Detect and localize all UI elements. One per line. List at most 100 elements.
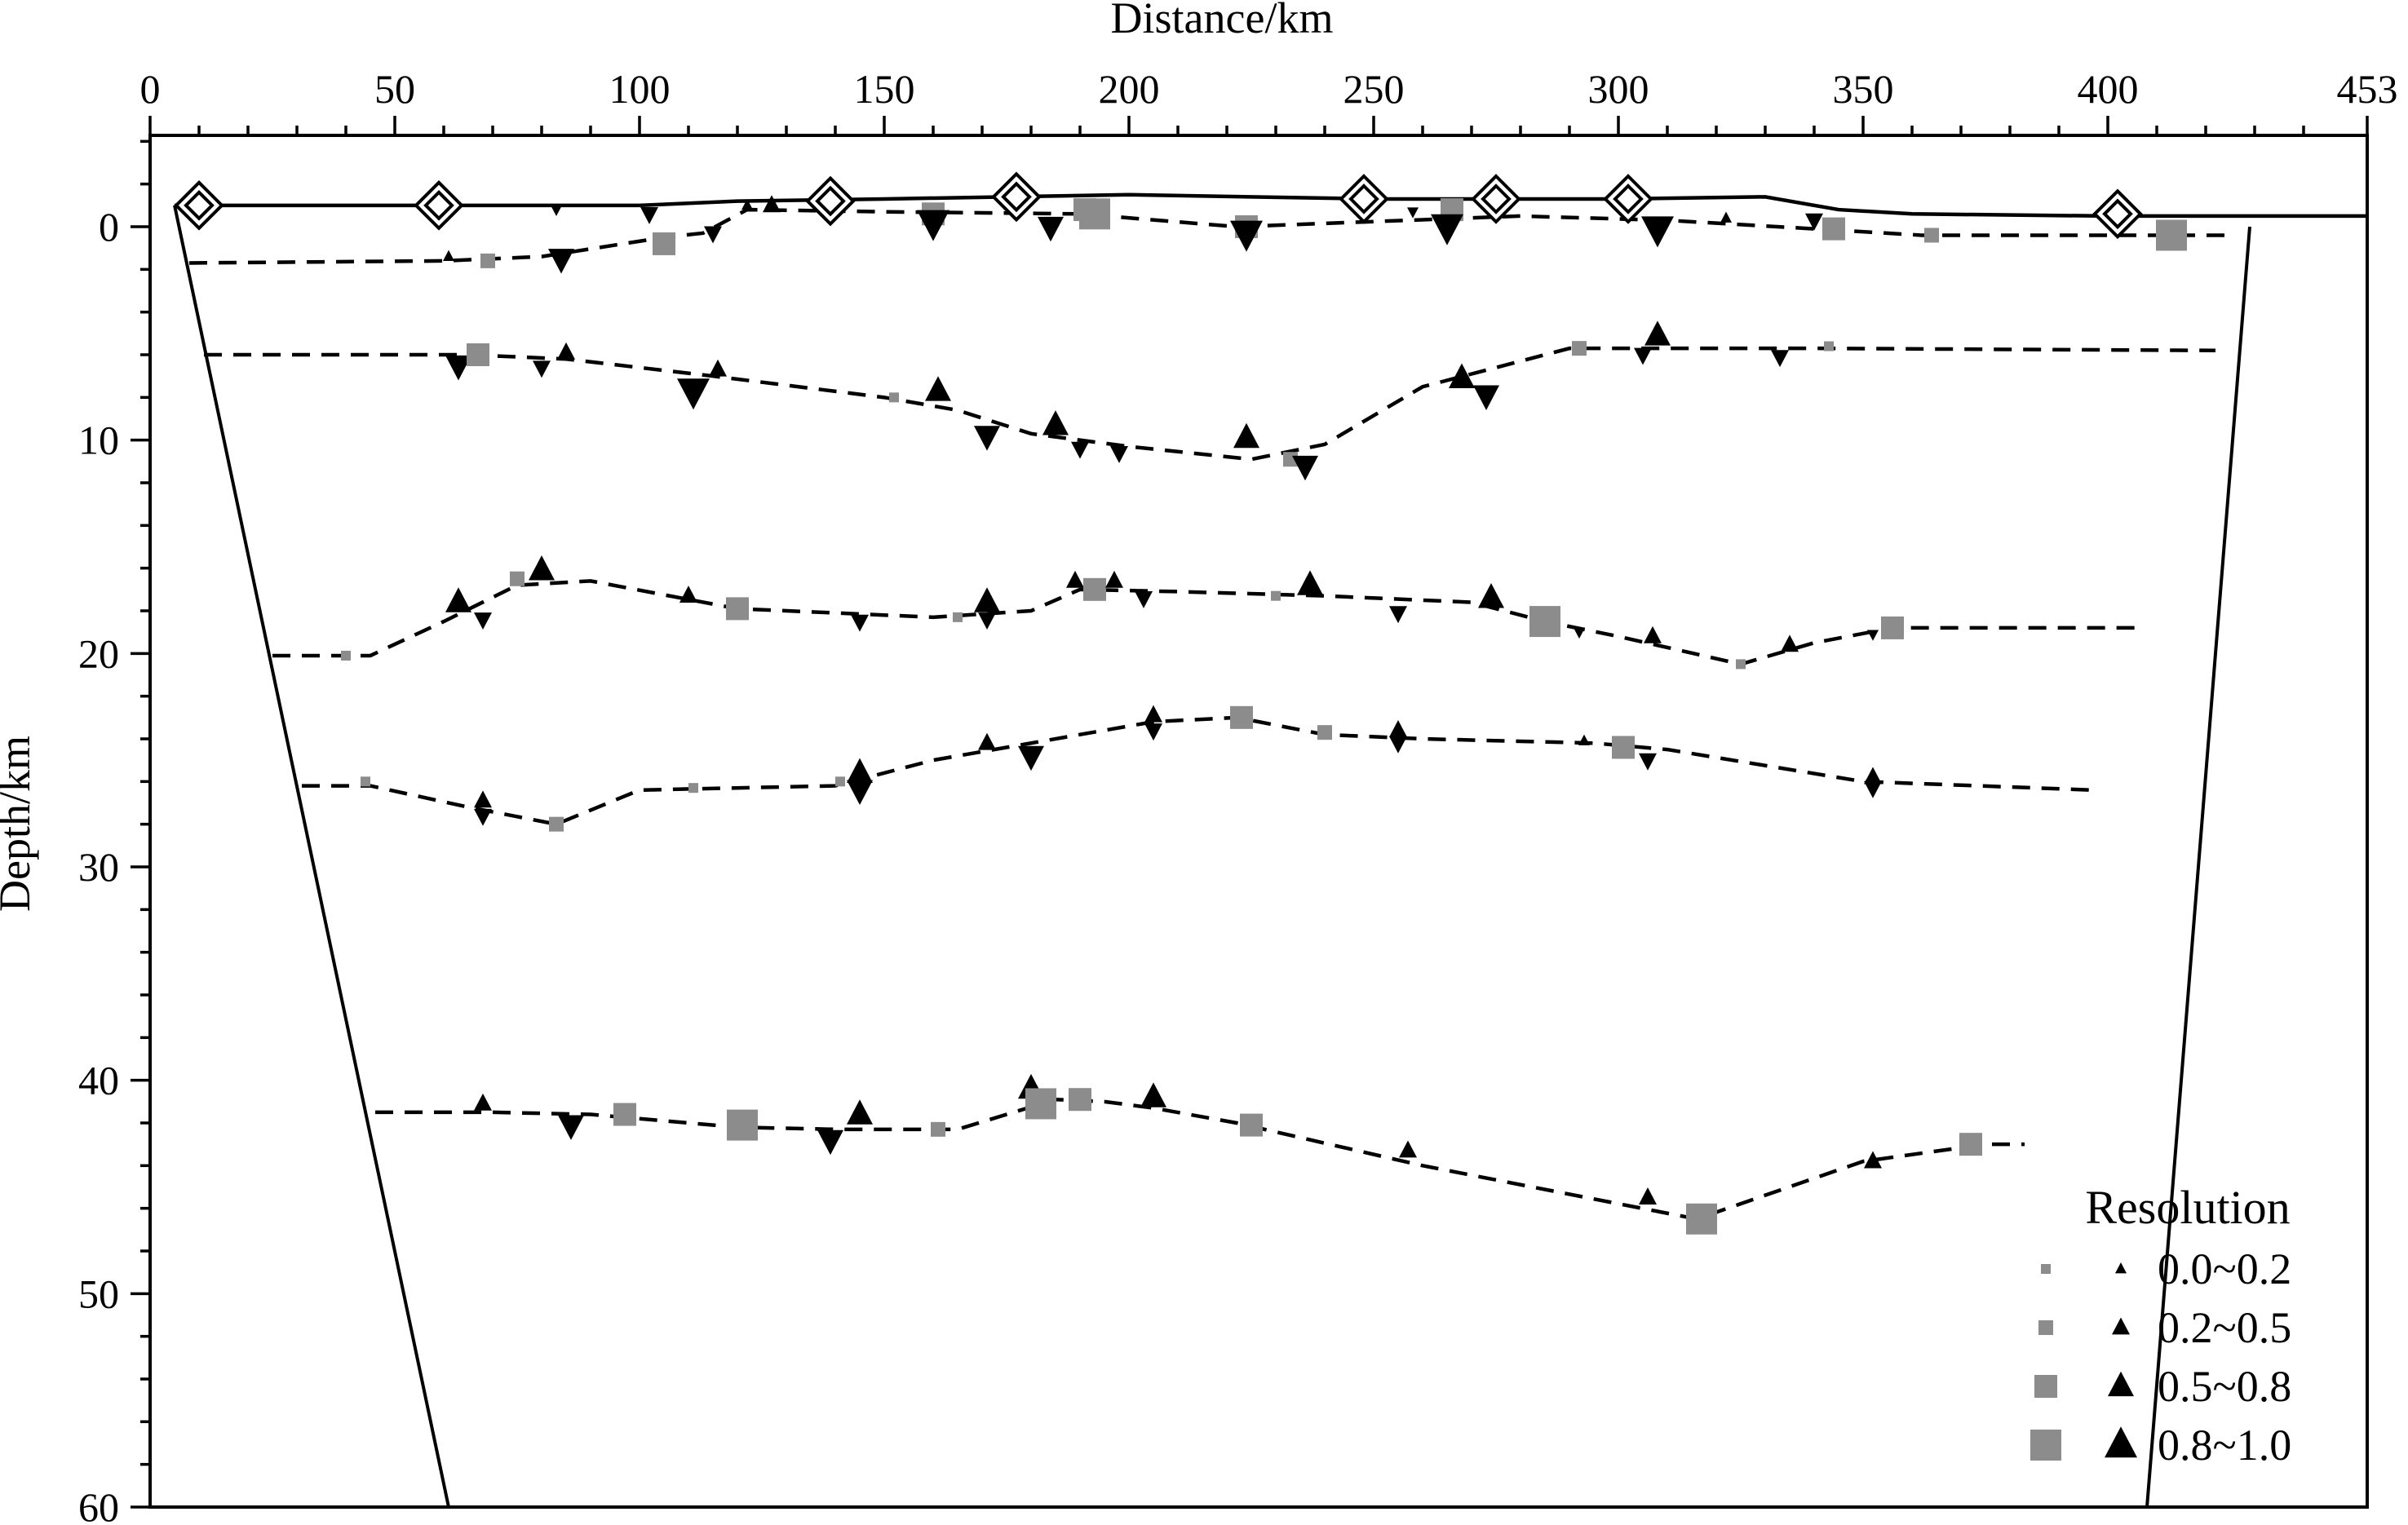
triangle-up-marker [557, 342, 575, 360]
station-diamond-icon [414, 180, 464, 231]
triangle-up-marker [1644, 625, 1662, 643]
triangle-down-marker [1805, 213, 1823, 231]
square-marker [1572, 341, 1587, 356]
square-marker [1069, 1088, 1091, 1112]
station-diamond-icon [1339, 174, 1389, 224]
triangle-down-marker [1389, 606, 1407, 624]
square-marker [889, 392, 899, 403]
square-marker [726, 597, 749, 621]
y-tick-label: 10 [78, 418, 119, 463]
triangle-down-marker [1431, 214, 1463, 245]
station-inner-diamond [815, 185, 846, 217]
y-tick-label: 30 [78, 844, 119, 890]
triangle-up-marker [1140, 1082, 1166, 1107]
triangle-up-marker [1297, 570, 1323, 595]
plot-frame [148, 134, 2369, 1509]
square-marker [510, 571, 525, 586]
model-boundary-right [2145, 226, 2251, 1508]
square-marker [1924, 228, 1939, 243]
triangle-up-marker [1144, 705, 1162, 723]
triangle-up-marker [1042, 410, 1069, 435]
triangle-down-marker [1634, 347, 1652, 365]
triangle-up-marker [974, 587, 1000, 612]
station-diamond-icon [2092, 188, 2143, 240]
triangle-up-marker [1066, 570, 1084, 588]
station-diamond-icon [174, 180, 224, 231]
triangle-up-marker [445, 587, 471, 612]
square-marker [341, 650, 351, 661]
square-marker [1230, 705, 1253, 729]
station-inner-diamond [2102, 198, 2133, 230]
x-tick-label: 300 [1588, 66, 1649, 112]
triangle-down-marker [1071, 441, 1089, 459]
y-tick-label: 50 [78, 1271, 119, 1316]
legend-label: 0.0~0.2 [2158, 1244, 2291, 1293]
square-marker [2156, 219, 2187, 251]
square-marker [953, 612, 963, 622]
square-marker [1529, 606, 1560, 638]
triangle-down-marker [978, 612, 996, 630]
triangle-down-marker [847, 780, 873, 806]
square-marker [1271, 590, 1281, 601]
square-marker [1025, 1088, 1056, 1120]
square-marker [1612, 736, 1635, 759]
y-tick-label: 40 [78, 1058, 119, 1103]
square-marker [835, 776, 845, 787]
square-marker [1686, 1203, 1717, 1235]
y-tick-label: 20 [78, 630, 119, 676]
triangle-up-marker [474, 790, 492, 808]
legend-label: 0.2~0.5 [2158, 1303, 2291, 1352]
triangle-down-marker [917, 210, 949, 241]
y-tick-label: 0 [99, 204, 119, 250]
legend-triangle-marker [2115, 1262, 2127, 1274]
triangle-up-marker [709, 359, 727, 377]
triangle-down-marker [1864, 780, 1882, 798]
legend-triangle-marker [2108, 1371, 2134, 1397]
triangle-up-marker [1449, 363, 1475, 388]
triangle-up-marker [529, 555, 555, 581]
station-inner-diamond [423, 190, 454, 221]
station-inner-diamond [1613, 183, 1644, 214]
y-tick-label: 60 [78, 1484, 119, 1525]
square-marker [361, 776, 370, 787]
triangle-up-marker [679, 586, 697, 603]
triangle-down-marker [1867, 630, 1879, 641]
x-axis-title: Distance/km [1111, 0, 1334, 42]
triangle-up-marker [1644, 320, 1671, 346]
station-diamond-icon [1471, 174, 1521, 224]
x-tick-label: 50 [374, 66, 415, 112]
topography-line [175, 192, 2367, 219]
interface-line-5 [375, 1097, 2025, 1222]
x-tick-label: 0 [140, 66, 161, 112]
triangle-down-marker [474, 808, 492, 826]
station-inner-diamond [1481, 183, 1512, 214]
triangle-down-marker [1574, 627, 1585, 639]
triangle-up-marker [847, 758, 873, 784]
triangle-down-marker [474, 612, 492, 630]
triangle-up-marker [443, 250, 454, 261]
y-axis-title: Depth/km [0, 736, 39, 912]
square-marker [1736, 659, 1746, 670]
triangle-down-marker [548, 249, 574, 274]
triangle-down-marker [1641, 216, 1674, 248]
square-marker [613, 1103, 636, 1126]
triangle-down-marker [1292, 455, 1318, 481]
station-inner-diamond [1001, 181, 1032, 213]
legend-label: 0.5~0.8 [2158, 1362, 2291, 1411]
triangle-down-marker [1407, 207, 1419, 219]
triangle-up-marker [1720, 211, 1732, 223]
triangle-down-marker [1144, 723, 1162, 741]
triangle-up-marker [925, 376, 951, 401]
triangle-up-marker [1781, 634, 1799, 652]
square-marker [931, 1121, 945, 1137]
station-diamond-icon [1603, 174, 1653, 224]
legend-triangle-marker [2112, 1317, 2130, 1335]
x-tick-label: 200 [1099, 66, 1160, 112]
x-tick-label: 250 [1343, 66, 1405, 112]
legend-square-marker [2030, 1430, 2061, 1461]
station-diamond-icon [991, 171, 1042, 223]
triangle-up-marker [1399, 1140, 1417, 1158]
triangle-up-marker [1105, 570, 1123, 588]
model-boundary-left [173, 205, 450, 1508]
